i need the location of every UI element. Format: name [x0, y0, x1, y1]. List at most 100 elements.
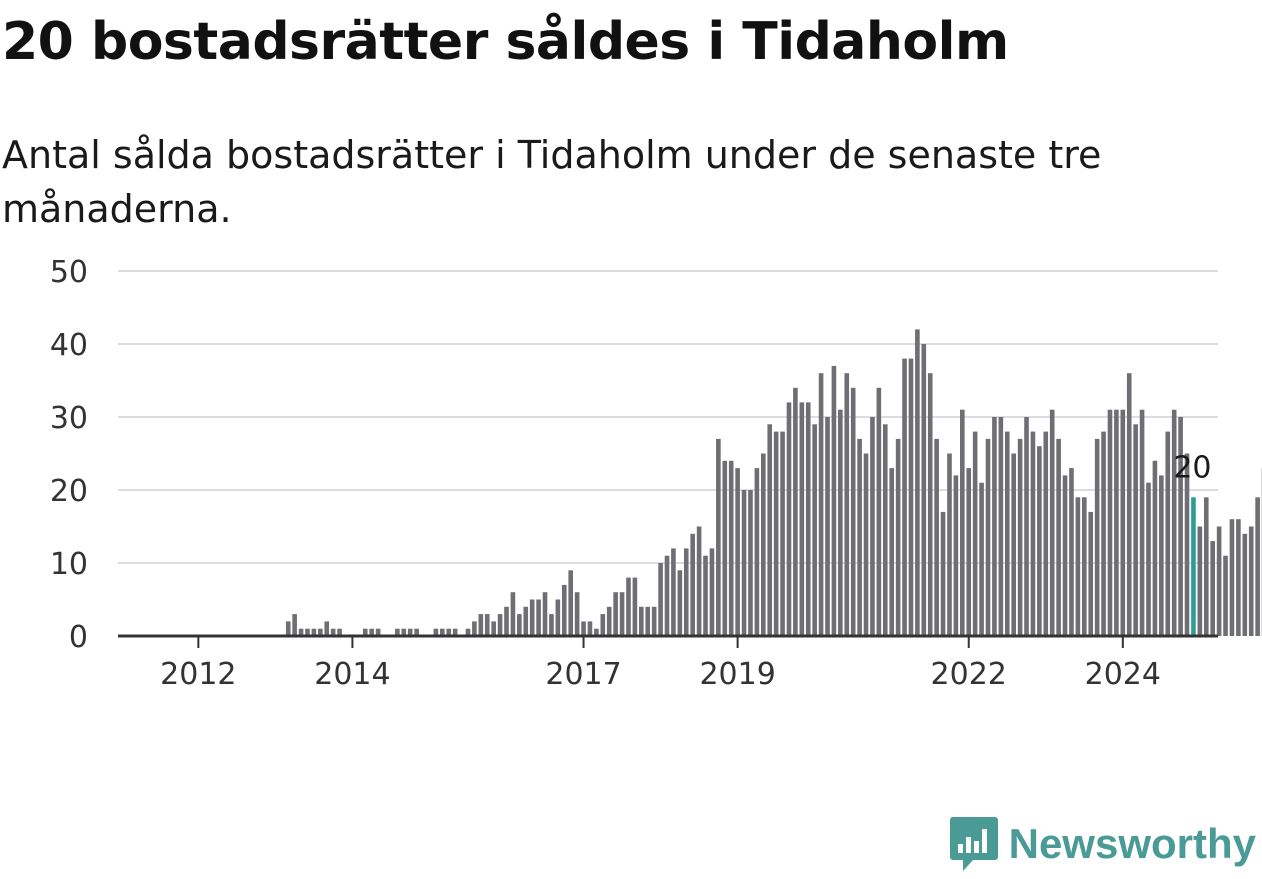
bar — [305, 628, 310, 636]
y-tick-label: 50 — [50, 255, 88, 290]
bar — [761, 453, 766, 636]
bar — [1197, 526, 1203, 636]
bar — [1242, 533, 1248, 636]
bar — [735, 468, 740, 636]
bar — [484, 614, 490, 636]
brand-name: Newsworthy — [1008, 820, 1256, 867]
bar — [722, 460, 728, 636]
bar — [433, 628, 439, 636]
bar — [619, 592, 625, 636]
bar — [1062, 475, 1068, 636]
bar — [857, 438, 862, 636]
bar — [1011, 453, 1016, 636]
bar — [1114, 409, 1119, 636]
bar — [594, 628, 599, 636]
y-tick-label: 40 — [50, 328, 88, 363]
bar — [658, 563, 663, 636]
bar — [1229, 519, 1235, 636]
bar — [979, 482, 984, 636]
bar — [497, 614, 503, 636]
bar — [902, 358, 907, 636]
bar — [529, 599, 535, 636]
bar — [838, 409, 843, 636]
bar — [915, 329, 920, 636]
bar — [677, 570, 683, 636]
bar — [298, 628, 304, 636]
bar — [549, 614, 554, 636]
x-tick-label: 2012 — [160, 657, 236, 692]
chart-title: 20 bostadsrätter såldes i Tidaholm — [2, 12, 1009, 72]
bar — [992, 417, 997, 636]
bar — [517, 614, 522, 636]
bar — [793, 387, 798, 636]
bar — [1101, 431, 1106, 636]
bar — [805, 402, 811, 636]
bar — [716, 438, 721, 636]
bar — [1082, 497, 1087, 636]
bar — [1069, 468, 1074, 636]
bar — [452, 628, 458, 636]
bar — [1146, 482, 1151, 636]
bar — [921, 344, 927, 636]
bar — [613, 592, 618, 636]
bar — [825, 417, 830, 636]
bar — [889, 468, 894, 636]
bar — [741, 490, 747, 636]
bar — [786, 402, 792, 636]
bar — [401, 628, 407, 636]
bar — [639, 606, 644, 636]
bar — [1152, 460, 1158, 636]
x-tick-label: 2019 — [699, 657, 775, 692]
bar — [1184, 453, 1190, 636]
bar — [1139, 409, 1145, 636]
bar — [1203, 497, 1209, 636]
y-tick-label: 0 — [69, 620, 88, 655]
bar — [1171, 409, 1177, 636]
highlight-data-label: 20 — [1173, 450, 1211, 485]
bar — [632, 577, 638, 636]
bar — [375, 628, 381, 636]
x-tick-label: 2022 — [931, 657, 1007, 692]
bar — [748, 490, 753, 636]
bar — [799, 402, 805, 636]
bar — [311, 628, 317, 636]
bar — [870, 417, 875, 636]
bar — [696, 526, 702, 636]
bar — [1133, 424, 1138, 636]
bar — [292, 614, 297, 636]
y-tick-label: 30 — [50, 401, 88, 436]
bar — [574, 592, 580, 636]
x-tick-label: 2024 — [1085, 657, 1161, 692]
bar — [369, 628, 374, 636]
bar — [606, 606, 612, 636]
bar — [850, 387, 856, 636]
bar — [1159, 475, 1164, 636]
bar — [767, 424, 773, 636]
bar — [754, 468, 760, 636]
bar — [1004, 431, 1010, 636]
bar — [407, 628, 413, 636]
bar — [863, 453, 869, 636]
bar — [1126, 373, 1132, 636]
bar — [626, 577, 631, 636]
bar — [818, 373, 824, 636]
bar — [555, 599, 561, 636]
bar — [472, 621, 477, 636]
bar — [882, 424, 888, 636]
bar — [1075, 497, 1081, 636]
bar — [1024, 417, 1029, 636]
bar — [1165, 431, 1171, 636]
newsworthy-logo-icon — [949, 817, 998, 871]
bar — [1037, 446, 1042, 636]
bar — [1236, 519, 1241, 636]
bar — [671, 548, 676, 636]
bar — [651, 606, 657, 636]
bar — [337, 628, 342, 636]
bar — [491, 621, 496, 636]
bar — [587, 621, 593, 636]
bar — [947, 453, 952, 636]
bar — [600, 614, 606, 636]
bar — [709, 548, 715, 636]
bar — [1223, 555, 1228, 636]
bar — [395, 628, 400, 636]
